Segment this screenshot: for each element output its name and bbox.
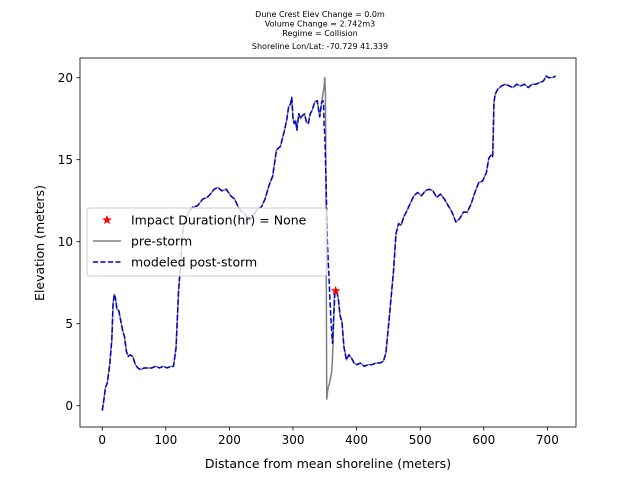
x-axis-label: Distance from mean shoreline (meters) — [205, 456, 451, 471]
x-tick-label: 600 — [472, 433, 495, 447]
y-tick-label: 20 — [58, 71, 73, 85]
plot-area — [101, 75, 556, 411]
x-tick-label: 400 — [345, 433, 368, 447]
x-tick-label: 0 — [98, 433, 106, 447]
x-tick-label: 200 — [218, 433, 241, 447]
chart-title: Dune Crest Elev Change = 0.0m Volume Cha… — [252, 10, 388, 51]
series-layer — [101, 75, 556, 411]
title-line-4: Shoreline Lon/Lat: -70.729 41.339 — [252, 42, 388, 51]
title-line-2: Volume Change = 2.742m3 — [265, 20, 376, 29]
impact-star — [330, 285, 341, 295]
legend-frame — [86, 207, 328, 277]
x-tick-label: 100 — [154, 433, 177, 447]
legend-label-impact: Impact Duration(hr) = None — [131, 213, 307, 228]
x-tick-label: 500 — [409, 433, 432, 447]
series-line-modeled-post-storm — [101, 75, 556, 411]
legend: Impact Duration(hr) = None pre-storm mod… — [86, 207, 328, 277]
y-axis-label: Elevation (meters) — [32, 185, 47, 301]
legend-label-post-storm: modeled post-storm — [131, 255, 257, 270]
x-tick-label: 300 — [282, 433, 305, 447]
y-axis: 0 5 10 15 20 — [58, 71, 80, 413]
y-tick-label: 10 — [58, 235, 73, 249]
legend-label-pre-storm: pre-storm — [131, 234, 192, 249]
x-axis: 0 100 200 300 400 500 600 700 — [98, 427, 559, 447]
y-tick-label: 5 — [65, 317, 73, 331]
marker-layer — [330, 285, 341, 295]
legend-star-marker — [102, 214, 112, 225]
y-tick-label: 0 — [65, 399, 73, 413]
title-line-1: Dune Crest Elev Change = 0.0m — [255, 10, 385, 19]
title-line-3: Regime = Collision — [282, 29, 357, 38]
plot-frame — [79, 57, 577, 428]
y-tick-label: 15 — [58, 153, 73, 167]
x-tick-label: 700 — [536, 433, 559, 447]
